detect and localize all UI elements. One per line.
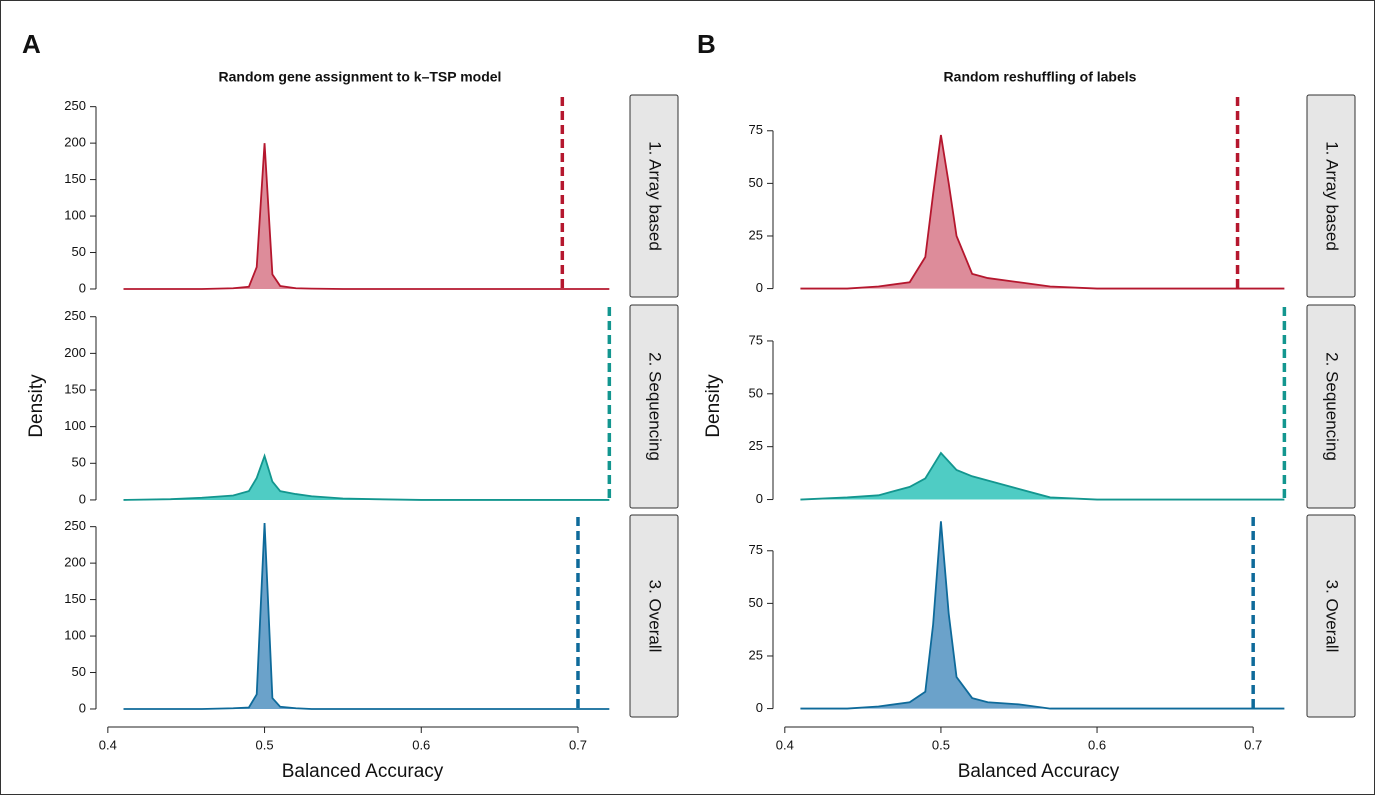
y-tick-label: 200 [64, 345, 86, 360]
y-tick-label: 100 [64, 418, 86, 433]
chart-title: Random reshuffling of labels [944, 69, 1137, 85]
facet-label: 3. Overall [646, 580, 665, 653]
panel-label: B [697, 29, 716, 59]
facet-strip [629, 304, 679, 509]
y-tick-label: 0 [756, 491, 763, 506]
panel-label: A [22, 29, 41, 59]
facet-label: 2. Sequencing [1323, 352, 1342, 461]
y-axis-label: Density [703, 374, 724, 438]
y-tick-label: 150 [64, 591, 86, 606]
y-tick-label: 200 [64, 555, 86, 570]
y-tick-label: 100 [64, 627, 86, 642]
y-tick-label: 250 [64, 518, 86, 533]
facet-strip [629, 94, 679, 298]
x-tick-label: 0.5 [932, 737, 950, 752]
y-tick-label: 50 [72, 244, 86, 259]
y-tick-label: 250 [64, 308, 86, 323]
y-tick-label: 200 [64, 135, 86, 150]
density-line [800, 134, 1285, 290]
x-tick-label: 0.6 [1088, 737, 1106, 752]
x-tick-label: 0.7 [569, 737, 587, 752]
y-tick-label: 25 [749, 647, 763, 662]
facet-strip [1306, 514, 1356, 718]
y-tick-label: 150 [64, 171, 86, 186]
x-tick-label: 0.4 [99, 737, 117, 752]
y-tick-label: 50 [72, 455, 86, 470]
y-tick-label: 50 [749, 385, 763, 400]
facet-label: 3. Overall [1323, 580, 1342, 653]
x-axis-label: Balanced Accuracy [958, 761, 1120, 782]
y-tick-label: 75 [749, 542, 763, 557]
facet-label: 2. Sequencing [646, 352, 665, 461]
facet-label: 1. Array based [646, 141, 665, 251]
y-tick-label: 75 [749, 332, 763, 347]
density-area [800, 453, 1285, 500]
y-tick-label: 150 [64, 381, 86, 396]
facet-strip [1306, 304, 1356, 509]
x-tick-label: 0.7 [1244, 737, 1262, 752]
y-tick-label: 250 [64, 98, 86, 113]
y-tick-label: 100 [64, 207, 86, 222]
facet-label: 1. Array based [1323, 141, 1342, 251]
y-tick-label: 75 [749, 122, 763, 137]
y-tick-label: 0 [79, 700, 86, 715]
density-line [123, 143, 610, 290]
facet-strip [629, 514, 679, 718]
chart-title: Random gene assignment to k–TSP model [219, 69, 502, 85]
x-tick-label: 0.5 [256, 737, 274, 752]
y-tick-label: 0 [79, 280, 86, 295]
y-axis-label: Density [26, 374, 47, 438]
y-tick-label: 50 [749, 175, 763, 190]
density-line [800, 451, 1285, 501]
y-tick-label: 0 [756, 700, 763, 715]
y-tick-label: 0 [79, 491, 86, 506]
density-line [800, 521, 1285, 710]
y-tick-label: 25 [749, 227, 763, 242]
density-line [123, 522, 610, 710]
y-tick-label: 50 [72, 664, 86, 679]
y-tick-label: 50 [749, 595, 763, 610]
facet-strip [1306, 94, 1356, 298]
x-tick-label: 0.6 [412, 737, 430, 752]
density-line [123, 453, 610, 501]
y-tick-label: 0 [756, 280, 763, 295]
y-tick-label: 25 [749, 438, 763, 453]
x-tick-label: 0.4 [776, 737, 794, 752]
x-axis-label: Balanced Accuracy [282, 761, 444, 782]
